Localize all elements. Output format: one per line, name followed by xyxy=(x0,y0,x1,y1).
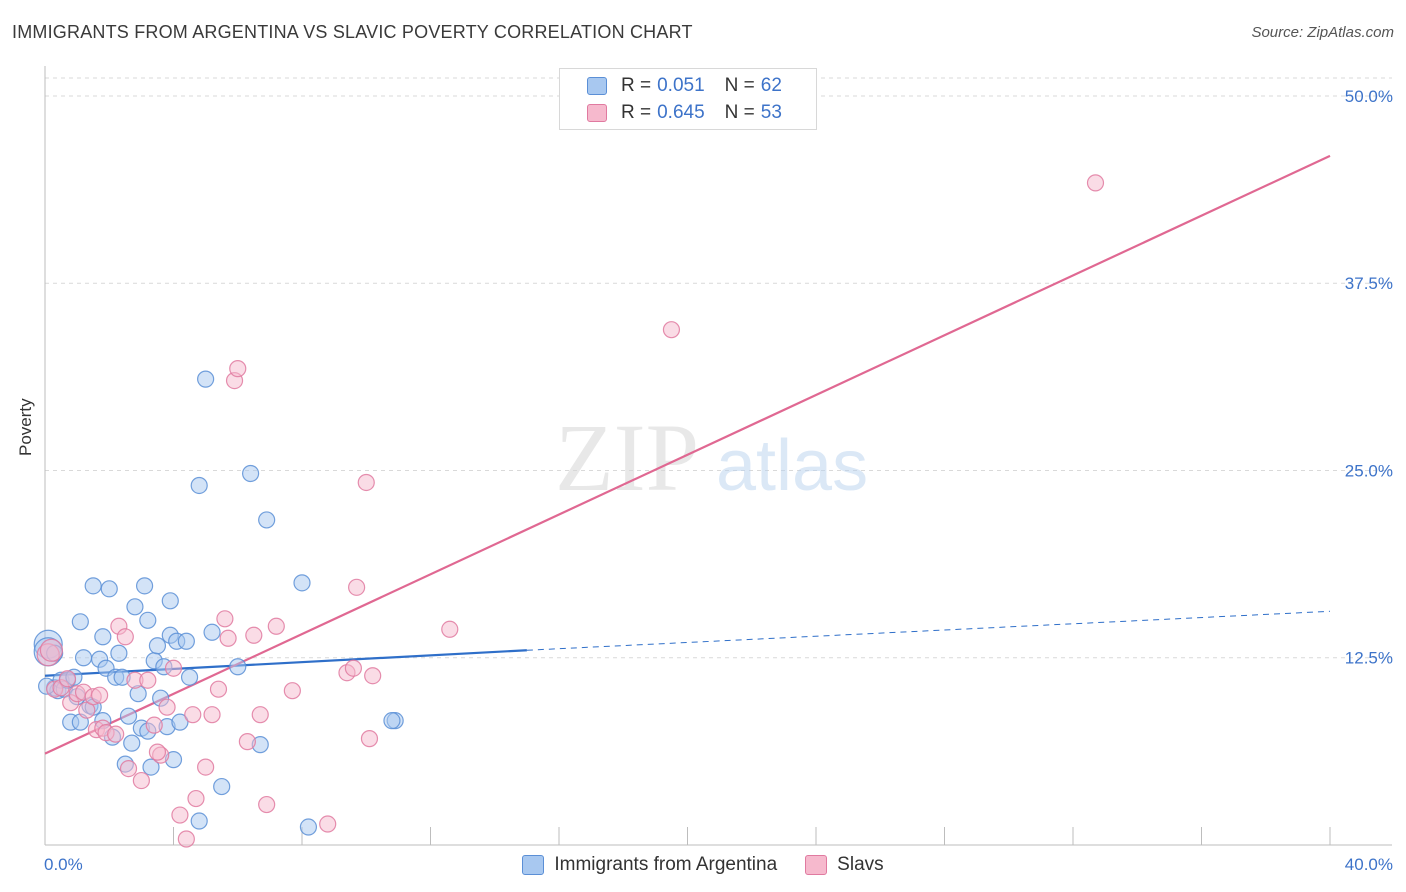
point-slavs xyxy=(246,627,262,643)
point-slavs xyxy=(217,611,233,627)
legend-item-slavs[interactable]: Slavs xyxy=(805,854,883,876)
point-argentina xyxy=(162,593,178,609)
point-slavs xyxy=(108,726,124,742)
point-slavs xyxy=(198,759,214,775)
point-slavs xyxy=(442,621,458,637)
point-slavs xyxy=(252,707,268,723)
point-slavs xyxy=(1087,175,1103,191)
legend-item-argentina[interactable]: Immigrants from Argentina xyxy=(522,854,777,876)
point-slavs xyxy=(140,672,156,688)
point-slavs xyxy=(365,668,381,684)
point-argentina xyxy=(191,813,207,829)
y-tick-label: 37.5% xyxy=(1345,274,1393,293)
point-argentina xyxy=(72,614,88,630)
point-slavs xyxy=(159,699,175,715)
legend-swatch-blue xyxy=(522,855,544,875)
point-argentina xyxy=(137,578,153,594)
point-argentina xyxy=(300,819,316,835)
watermark-zip: ZIP xyxy=(555,404,699,511)
legend-n-label: N = xyxy=(725,102,755,124)
point-argentina xyxy=(198,371,214,387)
point-slavs xyxy=(361,731,377,747)
point-slavs xyxy=(185,707,201,723)
y-tick-label: 25.0% xyxy=(1345,461,1393,480)
watermark-atlas: atlas xyxy=(716,426,868,506)
point-argentina xyxy=(127,599,143,615)
legend-r-label: R = xyxy=(621,75,651,97)
point-slavs xyxy=(204,707,220,723)
legend-swatch-blue xyxy=(587,77,607,95)
point-argentina xyxy=(230,659,246,675)
point-argentina xyxy=(95,629,111,645)
point-slavs xyxy=(178,831,194,847)
point-slavs xyxy=(345,660,361,676)
y-tick-label: 12.5% xyxy=(1345,649,1393,668)
point-slavs xyxy=(166,660,182,676)
legend-row-slavs: R = 0.645 N = 53 xyxy=(587,101,782,125)
point-slavs xyxy=(284,683,300,699)
legend-label-slavs: Slavs xyxy=(837,854,883,876)
point-slavs xyxy=(149,744,165,760)
point-slavs xyxy=(220,630,236,646)
point-slavs xyxy=(59,671,75,687)
point-argentina xyxy=(243,465,259,481)
point-slavs xyxy=(358,474,374,490)
point-slavs xyxy=(188,791,204,807)
point-slavs xyxy=(133,773,149,789)
point-slavs xyxy=(117,629,133,645)
legend-label-argentina: Immigrants from Argentina xyxy=(554,854,777,876)
point-argentina xyxy=(85,578,101,594)
y-tick-label: 50.0% xyxy=(1345,87,1393,106)
point-argentina xyxy=(149,638,165,654)
point-argentina xyxy=(178,633,194,649)
point-argentina xyxy=(124,735,140,751)
point-argentina xyxy=(76,650,92,666)
point-argentina xyxy=(121,708,137,724)
point-slavs xyxy=(210,681,226,697)
legend-r-value: 0.051 xyxy=(657,75,705,97)
legend-r-label: R = xyxy=(621,102,651,124)
point-slavs xyxy=(663,322,679,338)
legend-swatch-pink xyxy=(805,855,827,875)
point-slavs xyxy=(92,687,108,703)
point-slavs xyxy=(349,579,365,595)
point-argentina xyxy=(111,645,127,661)
point-argentina xyxy=(214,779,230,795)
point-argentina xyxy=(182,669,198,685)
legend-n-value: 62 xyxy=(761,75,782,97)
legend-swatch-pink xyxy=(587,104,607,122)
legend-r-value: 0.645 xyxy=(657,102,705,124)
point-argentina xyxy=(191,477,207,493)
point-argentina xyxy=(294,575,310,591)
point-slavs xyxy=(121,761,137,777)
point-slavs xyxy=(259,797,275,813)
point-argentina xyxy=(259,512,275,528)
point-slavs xyxy=(230,361,246,377)
trend-line-argentina-extension xyxy=(527,611,1330,650)
point-argentina xyxy=(140,612,156,628)
y-axis-label: Poverty xyxy=(16,398,36,456)
correlation-legend: R = 0.051 N = 62 R = 0.645 N = 53 xyxy=(559,68,817,130)
gridlines xyxy=(45,78,1392,658)
point-argentina xyxy=(101,581,117,597)
point-argentina xyxy=(384,713,400,729)
legend-n-label: N = xyxy=(725,75,755,97)
point-argentina xyxy=(204,624,220,640)
series-legend: Immigrants from Argentina Slavs xyxy=(0,852,1406,878)
point-slavs xyxy=(268,618,284,634)
point-slavs xyxy=(40,639,62,661)
scatter-chart: ZIP atlas 12.5%25.0%37.5%50.0%0.0% 40.0% xyxy=(0,0,1406,892)
legend-n-value: 53 xyxy=(761,102,782,124)
point-slavs xyxy=(320,816,336,832)
point-slavs xyxy=(172,807,188,823)
point-slavs xyxy=(239,734,255,750)
point-slavs xyxy=(146,717,162,733)
legend-row-argentina: R = 0.051 N = 62 xyxy=(587,74,782,98)
